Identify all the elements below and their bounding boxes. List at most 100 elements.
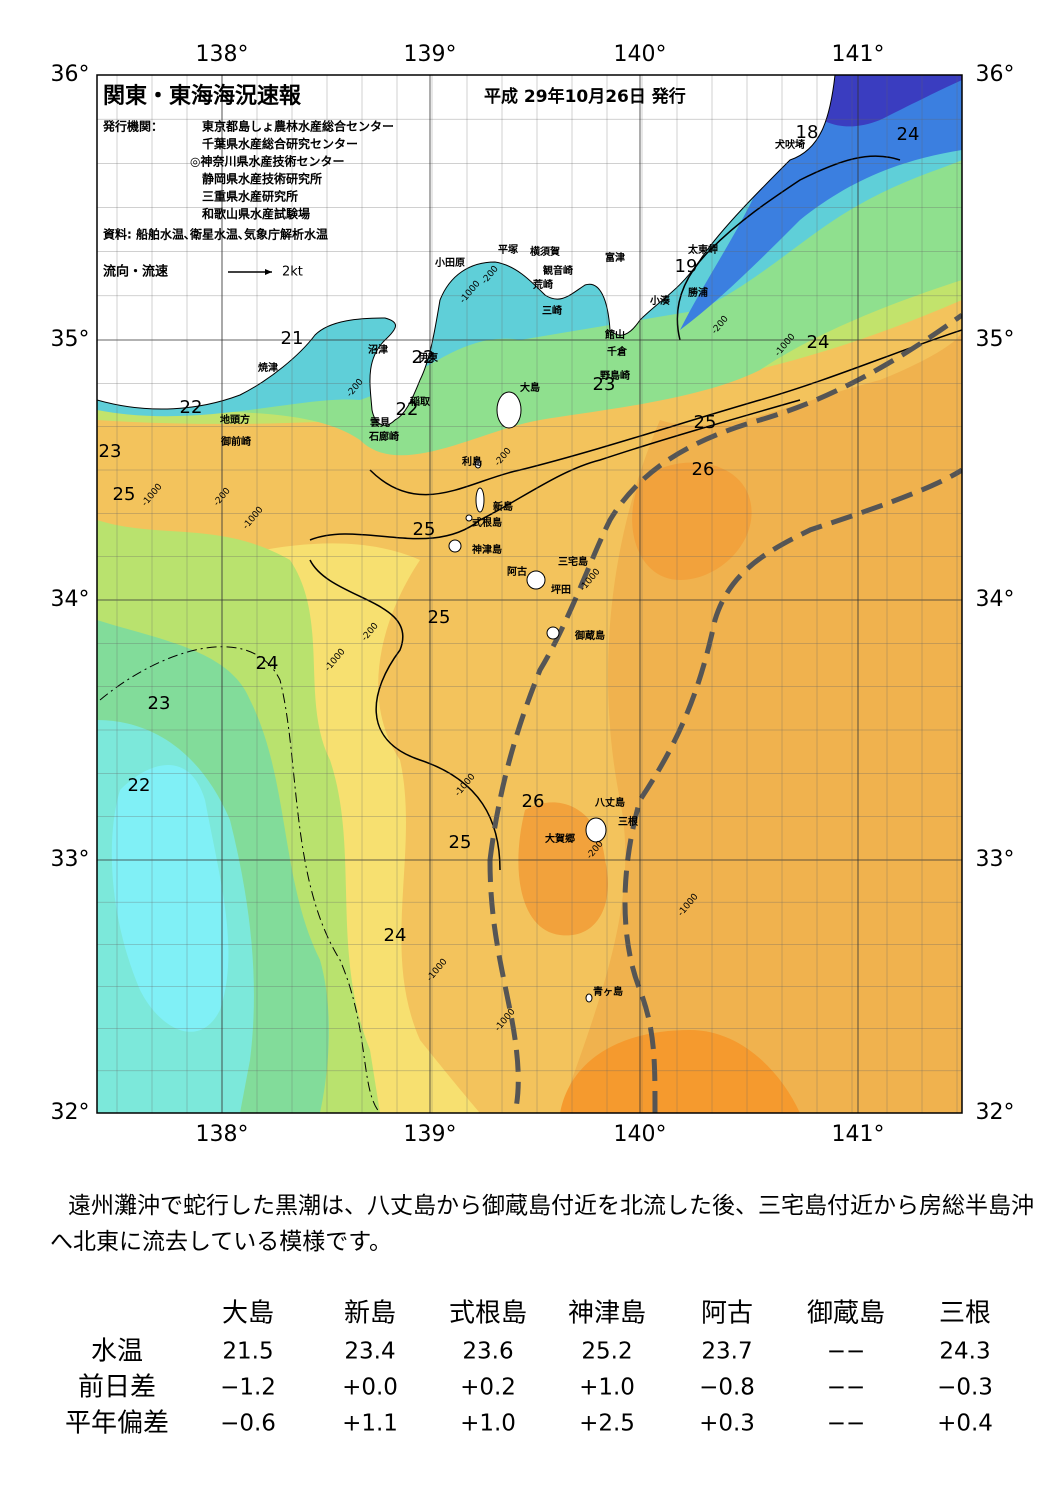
row-label: 前日差	[78, 1373, 156, 1403]
table-cell: 21.5	[222, 1339, 273, 1365]
issue-date: 平成 29年10月26日 発行	[484, 86, 686, 107]
place-name: 焼津	[258, 361, 278, 374]
place-name: 神津島	[472, 543, 502, 556]
table-cell: +0.2	[460, 1375, 516, 1401]
table-cell: −−	[827, 1339, 866, 1365]
place-name: 富津	[605, 251, 625, 264]
place-name: 大島	[520, 381, 540, 394]
longitude-label: 140°	[614, 1122, 667, 1147]
table-cell: +1.0	[579, 1375, 635, 1401]
publisher: 和歌山県水産試験場	[201, 206, 310, 221]
isotherm-label: 22	[396, 399, 419, 420]
data-source: 資料: 船舶水温､衛星水温､気象庁解析水温	[103, 227, 328, 242]
island	[475, 487, 485, 513]
column-header: 御蔵島	[807, 1299, 885, 1329]
isotherm-label: 24	[256, 653, 279, 674]
latitude-label: 35°	[51, 327, 90, 352]
latitude-label: 32°	[51, 1100, 90, 1125]
isotherm-label: 21	[281, 328, 304, 349]
isotherm-label: 26	[692, 459, 715, 480]
place-name: 地頭方	[220, 413, 250, 426]
column-header: 新島	[344, 1299, 396, 1329]
place-name: 太東岬	[687, 243, 718, 256]
table-cell: −0.3	[937, 1375, 993, 1401]
isotherm-label: 24	[897, 124, 920, 145]
longitude-label: 139°	[404, 1122, 457, 1147]
island	[526, 570, 546, 590]
isotherm-label: 25	[449, 832, 472, 853]
place-name: 三根	[618, 815, 638, 828]
latitude-label: 34°	[976, 587, 1015, 612]
island	[474, 459, 482, 469]
latitude-label: 34°	[51, 587, 90, 612]
table-cell: −1.2	[220, 1375, 276, 1401]
isotherm-label: 23	[148, 693, 171, 714]
map-frame	[96, 74, 963, 1114]
island	[585, 993, 593, 1003]
isotherm-label: 22	[180, 397, 203, 418]
longitude-label: 138°	[196, 42, 249, 67]
place-name: 御前崎	[220, 435, 251, 448]
table-cell: +1.0	[460, 1411, 516, 1437]
place-name: 観音崎	[543, 264, 573, 277]
place-name: 坪田	[551, 583, 571, 596]
isotherm-label: 23	[593, 374, 616, 395]
publisher: 千葉県水産総合研究センター	[202, 136, 358, 151]
table-cell: 23.4	[344, 1339, 395, 1365]
place-name: 新島	[493, 500, 513, 513]
place-name: 野島崎	[600, 369, 630, 382]
place-name: 三崎	[542, 304, 562, 317]
flow-legend-arrowhead	[265, 269, 272, 275]
place-name: 三宅島	[558, 555, 588, 568]
island	[496, 391, 522, 429]
islands	[448, 391, 607, 1003]
longitude-label: 141°	[832, 1122, 885, 1147]
table-cell: +0.0	[342, 1375, 398, 1401]
table-cell: −0.8	[699, 1375, 755, 1401]
table-cell: 25.2	[581, 1339, 632, 1365]
place-name: 御蔵島	[574, 629, 605, 642]
latitude-label: 35°	[976, 327, 1015, 352]
place-name: 阿古	[507, 565, 527, 578]
isotherm-label: 25	[413, 519, 436, 540]
latitude-label: 36°	[51, 62, 90, 87]
place-name: 沼津	[368, 343, 388, 356]
island	[546, 626, 560, 640]
longitude-label: 140°	[614, 42, 667, 67]
flow-legend-unit: 2kt	[282, 265, 303, 280]
column-header: 神津島	[568, 1299, 646, 1329]
graticule	[97, 75, 962, 1113]
table-cell: +0.3	[699, 1411, 755, 1437]
latitude-label: 33°	[51, 847, 90, 872]
isotherm-label: 19	[675, 256, 698, 277]
place-name: 小湊	[649, 294, 671, 307]
map: 関東・東海海況速報 平成 29年10月26日 発行 発行機関： 資料: 船舶水温…	[51, 42, 1015, 1147]
map-title: 関東・東海海況速報	[103, 83, 302, 109]
place-name: 伊東	[417, 351, 438, 364]
place-name: 小田原	[434, 256, 465, 269]
publisher: 静岡県水産技術研究所	[202, 171, 322, 186]
latitude-label: 32°	[976, 1100, 1015, 1125]
isotherm-label: 25	[694, 412, 717, 433]
latitude-label: 33°	[976, 847, 1015, 872]
table-cell: −−	[827, 1411, 866, 1437]
table-cell: −−	[827, 1375, 866, 1401]
isotherm-label: 25	[428, 607, 451, 628]
row-label: 水温	[91, 1337, 143, 1367]
place-name: 式根島	[472, 516, 502, 529]
place-name: 千倉	[607, 345, 628, 358]
table-cell: 23.7	[701, 1339, 752, 1365]
place-name: 石廊崎	[368, 430, 399, 443]
summary: 遠州灘沖で蛇行した黒潮は、八丈島から御蔵島付近を北流した後、三宅島付近から房総半…	[50, 1193, 1034, 1255]
place-name: 荒崎	[532, 278, 553, 291]
column-header: 三根	[939, 1299, 991, 1329]
place-name: 勝浦	[688, 286, 708, 299]
column-header: 大島	[222, 1299, 274, 1329]
isotherm-label: 24	[384, 925, 407, 946]
publisher: ◎神奈川県水産技術センター	[190, 154, 344, 169]
isotherm-label: 26	[522, 791, 545, 812]
isotherm-label: 22	[128, 775, 151, 796]
place-name: 大賀郷	[545, 832, 575, 845]
